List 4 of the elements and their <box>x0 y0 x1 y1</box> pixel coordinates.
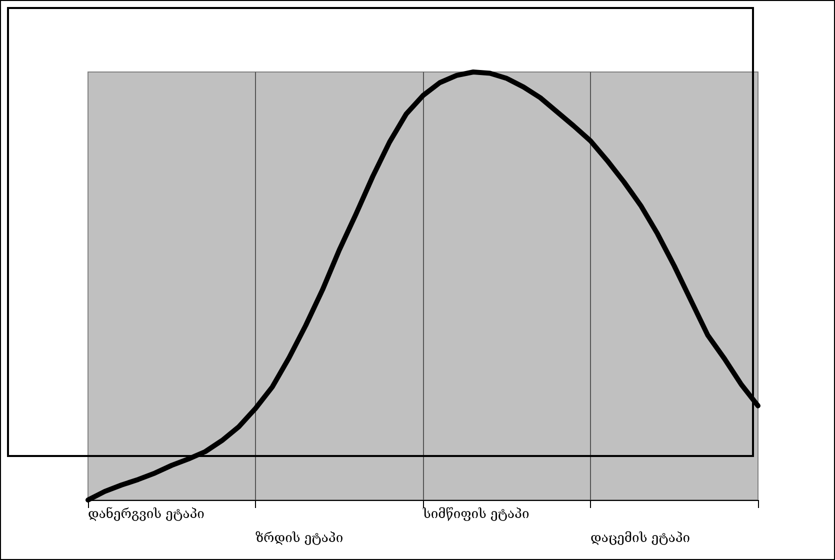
text: ზრდის ეტაპი <box>256 531 344 546</box>
text: დაცემის ეტაპი <box>590 531 690 546</box>
text: სიმწიფის ეტაპი <box>422 507 530 522</box>
text: დანერგვის ეტაპი <box>88 507 204 522</box>
